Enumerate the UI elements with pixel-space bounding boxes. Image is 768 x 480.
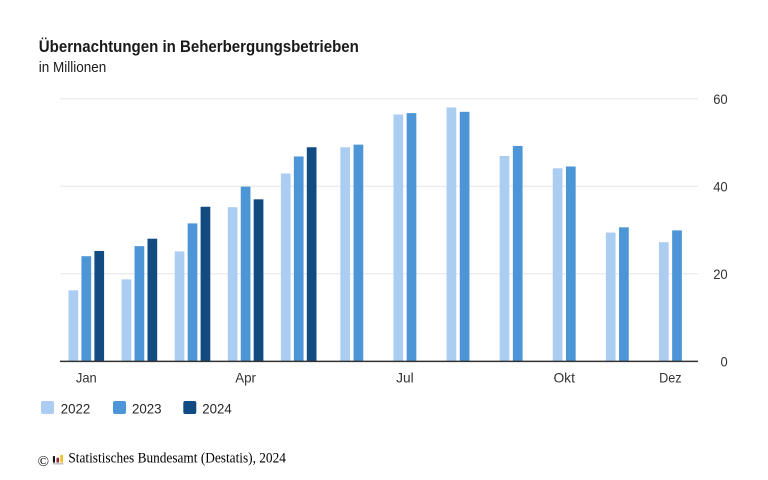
- svg-text:40: 40: [713, 179, 728, 195]
- svg-text:Übernachtungen in Beherbergung: Übernachtungen in Beherbergungsbetrieben: [39, 37, 359, 56]
- svg-text:2022: 2022: [61, 401, 91, 417]
- svg-text:0: 0: [721, 354, 728, 370]
- svg-text:Dez: Dez: [659, 369, 682, 385]
- svg-text:60: 60: [713, 91, 728, 107]
- svg-text:Apr: Apr: [235, 369, 256, 385]
- svg-text:2024: 2024: [202, 401, 232, 417]
- svg-text:Jul: Jul: [396, 369, 414, 385]
- svg-text:2023: 2023: [132, 401, 162, 417]
- svg-text:in Millionen: in Millionen: [39, 60, 107, 76]
- svg-text:Jan: Jan: [76, 369, 97, 385]
- svg-text:Okt: Okt: [553, 369, 575, 385]
- svg-text:20: 20: [713, 266, 728, 282]
- svg-text:Statistisches Bundesamt (Desta: Statistisches Bundesamt (Destatis), 2024: [68, 451, 286, 467]
- svg-text:©: ©: [38, 454, 49, 470]
